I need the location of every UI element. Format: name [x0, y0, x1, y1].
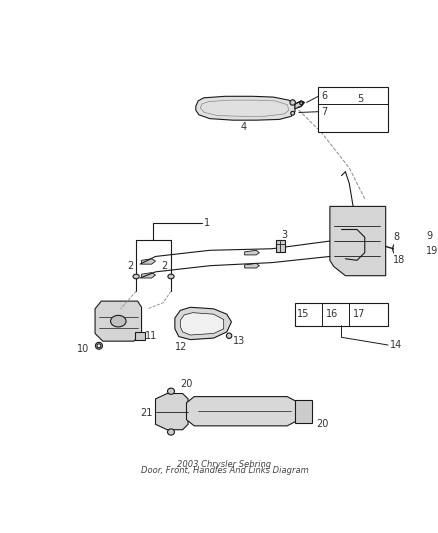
Polygon shape: [180, 313, 224, 335]
Ellipse shape: [291, 111, 295, 115]
Polygon shape: [187, 397, 299, 426]
Polygon shape: [141, 259, 155, 264]
Text: 20: 20: [317, 419, 329, 429]
Text: 16: 16: [326, 309, 338, 319]
Ellipse shape: [300, 102, 303, 105]
Text: 18: 18: [393, 255, 406, 265]
Ellipse shape: [133, 274, 139, 279]
Ellipse shape: [168, 274, 174, 279]
Text: 4: 4: [241, 122, 247, 132]
Text: 2: 2: [127, 262, 133, 271]
Polygon shape: [330, 206, 386, 276]
Ellipse shape: [290, 100, 295, 105]
Text: 15: 15: [297, 309, 309, 319]
Ellipse shape: [95, 342, 102, 349]
Text: 6: 6: [321, 91, 328, 101]
Ellipse shape: [419, 243, 430, 255]
Bar: [295, 303, 388, 326]
Bar: [423, 238, 434, 260]
Text: 17: 17: [353, 309, 365, 319]
Polygon shape: [245, 263, 259, 268]
Polygon shape: [155, 393, 188, 430]
Text: 2003 Chrysler Sebring: 2003 Chrysler Sebring: [177, 460, 272, 469]
Polygon shape: [95, 301, 141, 341]
Ellipse shape: [392, 242, 406, 256]
Text: 10: 10: [77, 344, 89, 354]
Ellipse shape: [396, 245, 403, 253]
Text: 1: 1: [204, 217, 210, 228]
Text: 14: 14: [389, 340, 402, 350]
Bar: [295, 400, 312, 423]
Polygon shape: [175, 308, 231, 340]
Text: 2: 2: [162, 262, 168, 271]
Text: 8: 8: [393, 232, 399, 242]
Ellipse shape: [226, 333, 232, 338]
Ellipse shape: [396, 260, 403, 268]
Text: 9: 9: [426, 231, 432, 241]
Polygon shape: [295, 101, 304, 109]
Bar: [318, 87, 388, 132]
Text: 11: 11: [145, 331, 158, 341]
Ellipse shape: [97, 344, 101, 348]
Ellipse shape: [110, 316, 126, 327]
Polygon shape: [196, 96, 295, 120]
Bar: [276, 239, 285, 252]
Text: 20: 20: [180, 379, 193, 389]
Text: 5: 5: [357, 94, 363, 103]
Bar: [135, 332, 145, 340]
Text: 21: 21: [140, 408, 152, 418]
Ellipse shape: [415, 239, 434, 259]
Ellipse shape: [167, 388, 174, 394]
Text: 13: 13: [233, 336, 245, 346]
Text: 19: 19: [426, 246, 438, 256]
Text: 7: 7: [321, 107, 328, 117]
Polygon shape: [245, 251, 259, 255]
Polygon shape: [141, 273, 155, 278]
Text: 3: 3: [281, 230, 287, 240]
Text: 12: 12: [175, 342, 187, 352]
Ellipse shape: [167, 429, 174, 435]
Text: Door, Front, Handles And Links Diagram: Door, Front, Handles And Links Diagram: [141, 466, 308, 475]
